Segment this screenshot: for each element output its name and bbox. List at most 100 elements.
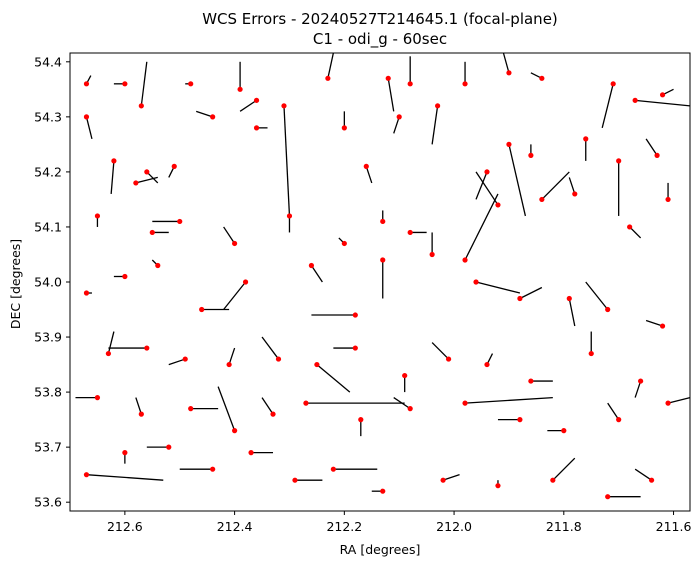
star-point <box>199 306 205 313</box>
star-point <box>506 141 512 147</box>
star-point <box>138 411 144 417</box>
error-vector <box>645 319 663 327</box>
star-point <box>248 450 254 456</box>
star-point <box>659 92 666 98</box>
star-point <box>588 350 594 357</box>
star-point <box>83 472 90 478</box>
star-point <box>605 306 611 313</box>
star-point <box>632 97 638 103</box>
error-vector <box>634 380 642 398</box>
star-point <box>616 417 622 423</box>
error-vector <box>502 52 510 73</box>
error-vector <box>635 99 691 107</box>
star-point <box>380 257 386 263</box>
star-point <box>182 356 188 362</box>
star-points <box>83 70 671 500</box>
star-point <box>144 345 150 351</box>
star-point <box>177 218 183 225</box>
error-vector <box>464 193 499 261</box>
error-vector <box>387 78 395 112</box>
star-point <box>275 356 282 362</box>
star-point <box>407 406 413 412</box>
star-point <box>210 114 216 120</box>
error-vector <box>475 171 499 206</box>
error-vector <box>645 138 658 156</box>
star-point <box>495 202 501 208</box>
star-point <box>122 450 128 456</box>
star-point <box>462 257 468 263</box>
star-point <box>539 75 545 81</box>
star-point <box>341 240 347 247</box>
y-tick-label: 53.9 <box>34 330 62 345</box>
y-axis-label: DEC [degrees] <box>8 239 23 329</box>
star-point <box>188 406 194 412</box>
star-point <box>94 395 101 401</box>
star-point <box>226 361 232 368</box>
star-point <box>83 81 90 87</box>
chart-title: WCS Errors - 20240527T214645.1 (focal-pl… <box>202 10 558 28</box>
error-vector <box>195 110 213 118</box>
star-point <box>166 444 172 450</box>
error-vector <box>140 61 148 106</box>
star-point <box>330 466 336 472</box>
error-vector <box>283 105 291 216</box>
star-point <box>665 196 671 203</box>
star-point <box>539 196 545 203</box>
error-vector <box>86 474 164 481</box>
error-vector <box>475 281 521 294</box>
chart-subtitle: C1 - odi_g - 60sec <box>313 30 447 49</box>
error-vector <box>217 386 236 431</box>
star-point <box>325 75 331 81</box>
star-point <box>253 125 260 131</box>
star-point <box>572 191 578 197</box>
x-tick-label: 212.0 <box>436 519 472 534</box>
star-point <box>528 152 534 158</box>
star-point <box>237 86 243 92</box>
star-point <box>144 169 150 175</box>
error-vector <box>261 397 274 415</box>
error-vector <box>310 265 323 283</box>
error-vector <box>541 171 570 200</box>
star-point <box>561 428 567 434</box>
star-point <box>566 295 572 302</box>
star-point <box>133 180 139 186</box>
error-vector <box>327 52 334 79</box>
star-point <box>473 279 479 285</box>
plot-frame <box>69 52 691 512</box>
star-point <box>308 262 315 269</box>
error-vector <box>85 116 93 140</box>
star-point <box>232 240 238 247</box>
error-vector <box>223 281 247 310</box>
star-point <box>363 163 369 169</box>
y-tick-label: 54.4 <box>34 54 62 69</box>
star-point <box>402 372 408 379</box>
error-vector <box>223 226 236 244</box>
y-tick-label: 54.1 <box>34 219 62 234</box>
star-point <box>484 361 490 368</box>
error-vector <box>393 116 400 134</box>
error-vector <box>110 160 115 194</box>
error-vector <box>519 286 543 300</box>
star-point <box>654 152 660 158</box>
star-point <box>385 75 391 81</box>
error-vector <box>168 358 186 366</box>
star-point <box>270 411 276 417</box>
y-axis: 53.6 53.7 53.8 53.9 54.0 54.1 54.2 54.3 54.4 <box>34 54 70 510</box>
star-point <box>242 279 249 285</box>
star-point <box>610 81 616 87</box>
star-point <box>292 477 298 483</box>
star-point <box>122 273 128 280</box>
star-point <box>358 417 364 423</box>
error-vector <box>475 171 488 200</box>
star-point <box>616 158 622 164</box>
error-vector <box>135 397 142 415</box>
error-vector <box>552 457 576 481</box>
star-point <box>517 417 523 423</box>
y-tick-label: 54.0 <box>34 275 62 290</box>
star-point <box>380 488 386 494</box>
error-vector <box>442 474 460 481</box>
error-vector <box>261 336 280 360</box>
star-point <box>445 356 452 362</box>
error-vector <box>601 83 614 129</box>
